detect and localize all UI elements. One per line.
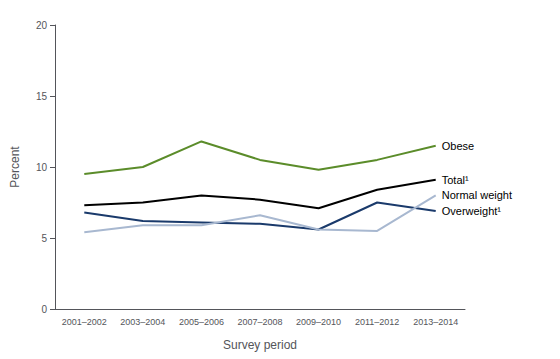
svg-text:2001–2002: 2001–2002: [62, 317, 107, 327]
svg-text:2009–2010: 2009–2010: [296, 317, 341, 327]
svg-text:20: 20: [36, 20, 48, 31]
svg-text:10: 10: [36, 162, 48, 173]
svg-text:2003–2004: 2003–2004: [120, 317, 165, 327]
svg-text:Percent: Percent: [8, 146, 22, 188]
svg-text:2011–2012: 2011–2012: [355, 317, 399, 327]
svg-text:Normal weight: Normal weight: [442, 189, 512, 201]
svg-text:0: 0: [41, 304, 47, 315]
svg-text:2007–2008: 2007–2008: [237, 317, 282, 327]
svg-text:2013–2014: 2013–2014: [413, 317, 458, 327]
svg-text:Obese: Obese: [442, 140, 474, 152]
svg-text:2005–2006: 2005–2006: [179, 317, 224, 327]
svg-text:Survey period: Survey period: [223, 338, 297, 352]
svg-text:5: 5: [41, 233, 47, 244]
svg-text:15: 15: [36, 91, 48, 102]
svg-text:Overweight¹: Overweight¹: [442, 205, 502, 217]
svg-text:Total¹: Total¹: [442, 174, 469, 186]
